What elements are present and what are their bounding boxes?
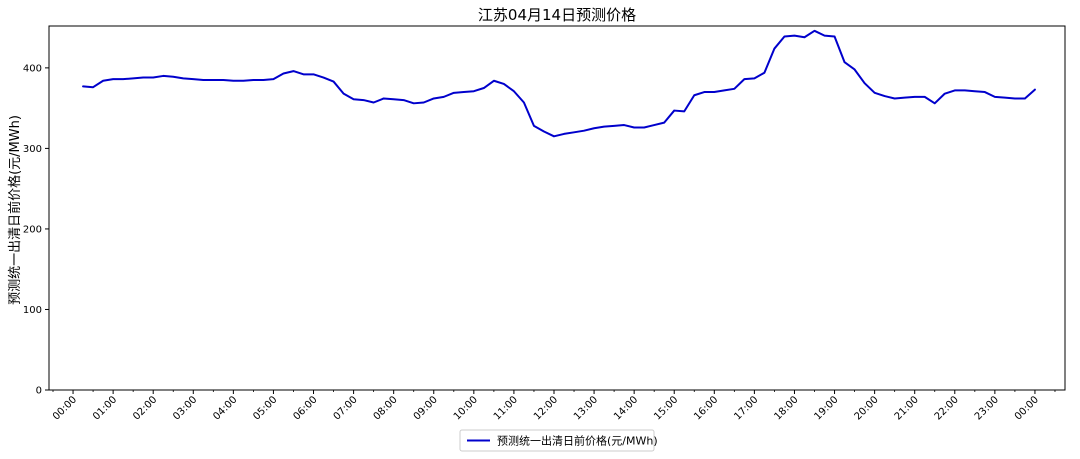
x-tick-label: 06:00 <box>291 394 319 422</box>
x-tick-label: 00:00 <box>51 394 79 422</box>
x-tick-label: 10:00 <box>452 394 480 422</box>
x-tick-label: 07:00 <box>332 394 360 422</box>
x-tick-label: 20:00 <box>853 394 881 422</box>
x-tick-label: 14:00 <box>612 394 640 422</box>
x-tick-label: 12:00 <box>532 394 560 422</box>
x-tick-label: 11:00 <box>492 394 520 422</box>
x-tick-label: 22:00 <box>933 394 961 422</box>
y-tick-label: 200 <box>23 224 42 235</box>
y-tick-label: 300 <box>23 144 42 155</box>
legend-box <box>459 429 655 452</box>
y-tick-label: 400 <box>23 63 42 74</box>
x-tick-label: 18:00 <box>772 394 800 422</box>
x-tick-label: 23:00 <box>973 394 1001 422</box>
x-tick-label: 05:00 <box>251 394 279 422</box>
x-tick-label: 01:00 <box>91 394 119 422</box>
y-tick-label: 0 <box>36 386 42 397</box>
x-tick-label: 15:00 <box>652 394 680 422</box>
x-tick-label: 19:00 <box>813 394 841 422</box>
y-axis: 0 100 200 300 400 <box>23 63 49 397</box>
x-tick-label: 16:00 <box>692 394 720 422</box>
legend: 预测统一出清日前价格(元/MWh) <box>459 429 658 452</box>
series-layer <box>82 29 1036 138</box>
x-tick-label: 08:00 <box>372 394 400 422</box>
x-axis: 00:00 01:00 02:00 03:00 04:00 05:00 06:00 07:00… <box>51 390 1056 423</box>
y-axis-label: 预测统一出清日前价格(元/MWh) <box>7 115 23 305</box>
x-tick-label: 03:00 <box>171 394 199 422</box>
x-tick-label: 21:00 <box>893 394 921 422</box>
x-tick-label: 02:00 <box>131 394 159 422</box>
chart-title: 江苏04月14日预测价格 <box>478 6 636 24</box>
x-tick-label: 13:00 <box>572 394 600 422</box>
x-tick-label: 00:00 <box>1013 394 1041 422</box>
x-tick-label: 09:00 <box>412 394 440 422</box>
plot-area <box>48 25 1066 391</box>
legend-label: 预测统一出清日前价格(元/MWh) <box>497 434 658 448</box>
y-tick-label: 100 <box>23 305 42 316</box>
x-tick-label: 17:00 <box>732 394 760 422</box>
series-line-0 <box>82 29 1036 138</box>
x-tick-label: 04:00 <box>211 394 239 422</box>
